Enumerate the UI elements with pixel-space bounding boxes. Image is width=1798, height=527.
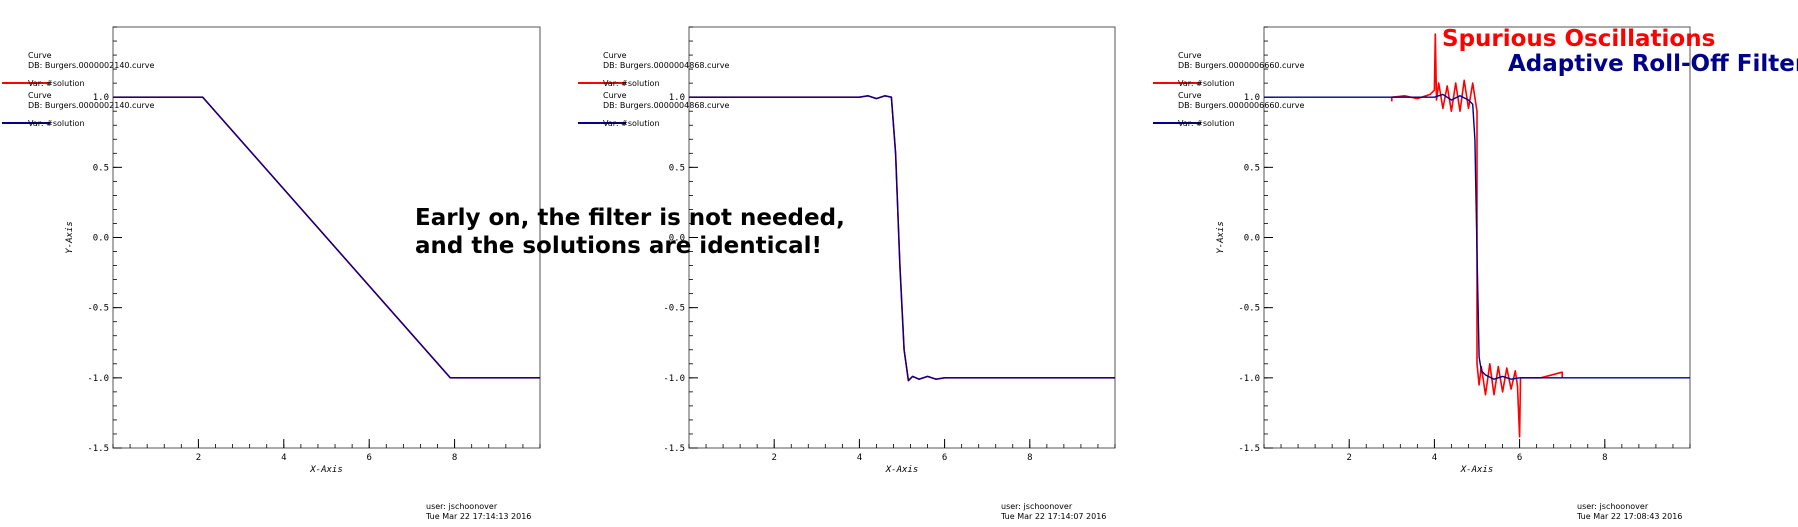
legend-curve-label: Curve [603, 91, 627, 100]
series-line-filtered [1264, 93, 1690, 380]
x-tick-label: 2 [1346, 453, 1351, 463]
footer-user: user: jschoonover [1577, 502, 1649, 511]
x-tick-label: 4 [857, 453, 862, 463]
legend-curve-label: Curve [28, 51, 52, 60]
y-tick-label: 1.0 [93, 93, 109, 103]
y-axis-title: Y-Axis [65, 221, 75, 254]
footer-date: Tue Mar 22 17:14:13 2016 [425, 512, 531, 521]
x-tick-label: 2 [771, 453, 776, 463]
footer-date: Tue Mar 22 17:14:07 2016 [1000, 512, 1106, 521]
chart-panel-1: 1.0 0.5 0.0 -0.5 -1.0 -1.5 2 4 6 8 X-Axis Y-Axis Cur… [2, 26, 541, 521]
y-tick-label: -1.5 [1238, 444, 1260, 454]
legend-db-label: DB: Burgers.0000002140.curve [28, 61, 155, 70]
x-tick-label: 6 [1517, 453, 1522, 463]
legend-curve-label: Curve [603, 51, 627, 60]
x-tick-label: 8 [452, 453, 457, 463]
footer-user: user: jschoonover [1001, 502, 1073, 511]
footer-user: user: jschoonover [426, 502, 498, 511]
y-axis-title: Y-Axis [1216, 221, 1226, 254]
y-tick-label: -0.5 [663, 304, 685, 314]
caption-annotation: Early on, the filter is not needed, and … [415, 204, 845, 260]
spurious-oscillations-label: Spurious Oscillations [1442, 26, 1716, 52]
x-axis-title: X-Axis [309, 465, 343, 475]
legend-curve-label: Curve [1178, 51, 1202, 60]
y-tick-label: 1.0 [1244, 93, 1260, 103]
series-line-filtered [113, 96, 540, 379]
y-tick-label: 0.0 [1244, 234, 1260, 244]
x-tick-label: 4 [281, 453, 286, 463]
legend-db-label: DB: Burgers.0000002140.curve [28, 101, 155, 110]
legend-var-label: Var: #solution [603, 119, 660, 128]
legend-db-label: DB: Burgers.0000006660.curve [1178, 101, 1305, 110]
x-tick-label: 6 [942, 453, 947, 463]
chart-panel-3: 1.0 0.5 0.0 -0.5 -1.0 -1.5 2 4 6 8 X-Axis Y-Axis Cur… [1153, 26, 1691, 521]
x-tick-label: 6 [366, 453, 371, 463]
legend-db-label: DB: Burgers.0000004868.curve [603, 61, 730, 70]
y-tick-label: -0.5 [87, 304, 109, 314]
series-line-filtered [689, 95, 1115, 382]
legend-db-label: DB: Burgers.0000004868.curve [603, 101, 730, 110]
x-tick-label: 2 [196, 453, 201, 463]
y-tick-label: 0.0 [93, 234, 109, 244]
y-tick-label: -0.5 [1238, 304, 1260, 314]
x-axis-title: X-Axis [885, 465, 919, 475]
y-tick-label: 1.0 [669, 93, 685, 103]
adaptive-filter-label: Adaptive Roll-Off Filter [1508, 51, 1798, 77]
x-tick-label: 8 [1602, 453, 1607, 463]
x-axis-title: X-Axis [1460, 465, 1494, 475]
legend-var-label: Var: #solution [603, 79, 660, 88]
y-tick-label: 0.5 [93, 163, 109, 173]
y-tick-label: 0.5 [1244, 163, 1260, 173]
y-tick-label: -1.5 [87, 444, 109, 454]
y-tick-label: -1.0 [663, 374, 685, 384]
legend-var-label: Var: #solution [1178, 79, 1235, 88]
y-tick-label: -1.0 [1238, 374, 1260, 384]
legend-var-label: Var: #solution [1178, 119, 1235, 128]
caption-line-2: and the solutions are identical! [415, 233, 823, 259]
legend-var-label: Var: #solution [28, 119, 85, 128]
x-tick-label: 4 [1432, 453, 1437, 463]
y-tick-label: -1.0 [87, 374, 109, 384]
y-tick-label: 0.5 [669, 163, 685, 173]
chart-panel-2: 1.00.50.0-0.5-1.0-1.52 4 6 8X-AxisCurveDB: … [578, 26, 1116, 521]
legend-db-label: DB: Burgers.0000006660.curve [1178, 61, 1305, 70]
caption-line-1: Early on, the filter is not needed, [415, 205, 845, 231]
y-tick-label: -1.5 [663, 444, 685, 454]
footer-date: Tue Mar 22 17:08:43 2016 [1576, 512, 1682, 521]
y-tick-label: 0.0 [669, 234, 685, 244]
legend-curve-label: Curve [28, 91, 52, 100]
legend-var-label: Var: #solution [28, 79, 85, 88]
legend-curve-label: Curve [1178, 91, 1202, 100]
x-tick-label: 8 [1027, 453, 1032, 463]
